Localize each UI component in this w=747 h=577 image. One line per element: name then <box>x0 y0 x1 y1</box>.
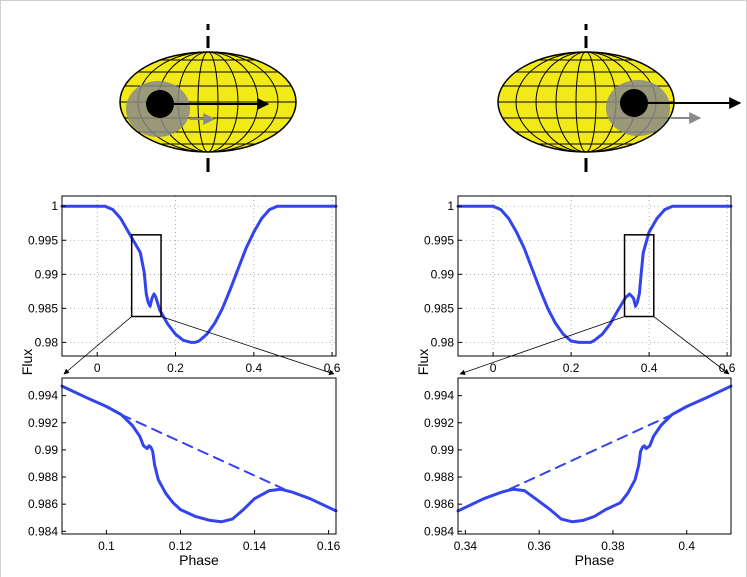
flux-curve <box>60 384 338 524</box>
x-tick-label: 0.2 <box>167 361 184 375</box>
baseline-dashed-line <box>120 413 286 491</box>
baseline-dashed-line <box>508 413 673 491</box>
x-tick-label: 0.16 <box>317 539 341 553</box>
y-tick-label: 0.98 <box>35 335 59 349</box>
x-tick-label: 0.2 <box>563 361 580 375</box>
zoom-box <box>130 234 162 318</box>
plot-area <box>62 196 336 356</box>
y-axis-label: Flux <box>19 349 35 375</box>
y-tick-label: 0.995 <box>28 233 58 247</box>
y-tick-label: 0.99 <box>35 267 59 281</box>
x-tick-label: 0 <box>490 361 497 375</box>
x-tick-label: 0.14 <box>243 539 267 553</box>
frame-border-left <box>0 0 1 577</box>
star-illustration-right <box>497 24 742 172</box>
plot-area <box>62 378 336 534</box>
x-tick-label: 0 <box>94 361 101 375</box>
flux-curve <box>60 204 338 344</box>
y-tick-label: 0.986 <box>424 497 454 511</box>
y-tick-label: 0.98 <box>431 335 455 349</box>
axes-frame <box>61 195 337 357</box>
x-tick-label: 0.12 <box>169 539 193 553</box>
x-tick-label: 0.6 <box>324 361 341 375</box>
axes-frame <box>457 195 732 357</box>
zoom-connector-right <box>653 316 730 375</box>
flux-curve <box>456 204 733 344</box>
y-tick-label: 0.99 <box>431 443 455 457</box>
x-tick-label: 0.4 <box>641 361 658 375</box>
x-tick-label: 0.36 <box>527 539 551 553</box>
plot-area <box>458 378 731 534</box>
y-tick-label: 0.984 <box>28 524 58 538</box>
y-tick-label: 0.992 <box>424 416 454 430</box>
zoom-box <box>623 234 655 318</box>
frame-border-top <box>0 0 747 1</box>
x-tick-label: 0.38 <box>601 539 625 553</box>
x-tick-label: 0.4 <box>678 539 695 553</box>
x-tick-label: 0.4 <box>245 361 262 375</box>
y-tick-label: 0.99 <box>431 267 455 281</box>
x-tick-label: 0.6 <box>719 361 736 375</box>
y-tick-label: 0.994 <box>424 389 454 403</box>
zoom-connector-left <box>63 316 132 375</box>
y-tick-label: 0.994 <box>28 389 58 403</box>
y-tick-label: 0.988 <box>424 470 454 484</box>
star-illustration-left <box>119 24 297 172</box>
chart-bottom-left: 0.1 0.12 0.14 0.16 0.994 0.992 0.99 0.988 0.986 0… <box>28 377 341 568</box>
y-tick-label: 0.985 <box>424 301 454 315</box>
chart-bottom-right: 0.34 0.36 0.38 0.4 0.994 0.992 0.99 0.988 0.986 0… <box>424 377 733 568</box>
y-axis-label: Flux <box>415 349 431 375</box>
x-tick-label: 0.1 <box>98 539 115 553</box>
y-tick-label: 1 <box>447 199 454 213</box>
flux-curve <box>456 384 733 524</box>
y-tick-label: 0.984 <box>424 524 454 538</box>
y-tick-label: 0.986 <box>28 497 58 511</box>
axes-frame <box>61 377 337 535</box>
x-axis-label: Phase <box>179 552 219 568</box>
plot-area <box>458 196 731 356</box>
y-tick-label: 1 <box>51 199 58 213</box>
y-tick-label: 0.988 <box>28 470 58 484</box>
x-tick-label: 0.34 <box>454 539 478 553</box>
zoom-connector-right <box>160 316 335 376</box>
y-tick-label: 0.99 <box>35 443 59 457</box>
y-tick-label: 0.995 <box>424 233 454 247</box>
axes-frame <box>457 377 732 535</box>
y-tick-label: 0.992 <box>28 416 58 430</box>
x-axis-label: Phase <box>575 552 615 568</box>
zoom-connector-lines <box>63 316 730 376</box>
y-tick-label: 0.985 <box>28 301 58 315</box>
zoom-connector-left <box>459 316 625 375</box>
